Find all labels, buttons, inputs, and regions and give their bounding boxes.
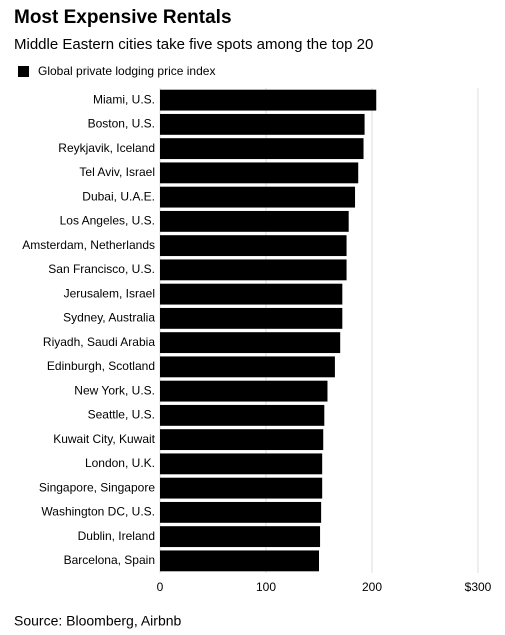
y-tick-label: Kuwait City, Kuwait	[53, 432, 155, 446]
bar	[160, 210, 349, 232]
y-tick-label: Barcelona, Spain	[64, 553, 155, 567]
y-tick-label: Los Angeles, U.S.	[60, 214, 155, 228]
x-tick-label: 100	[256, 580, 276, 594]
bar	[160, 113, 365, 135]
legend-swatch	[18, 66, 29, 77]
y-tick-label: Seattle, U.S.	[88, 408, 155, 422]
y-tick-label: Tel Aviv, Israel	[79, 165, 155, 179]
y-tick-label: Dubai, U.A.E.	[82, 189, 155, 203]
bar	[160, 501, 322, 523]
y-tick-label: Amsterdam, Netherlands	[22, 238, 155, 252]
y-tick-label: Washington DC, U.S.	[41, 505, 155, 519]
x-tick-label: 0	[157, 580, 164, 594]
y-tick-label: Dublin, Ireland	[78, 529, 155, 543]
y-tick-label: Sydney, Australia	[63, 311, 155, 325]
y-tick-label: Reykjavik, Iceland	[58, 141, 155, 155]
y-tick-label: Edinburgh, Scotland	[47, 359, 155, 373]
bar	[160, 526, 321, 548]
bar	[160, 283, 343, 305]
bar	[160, 429, 324, 451]
y-tick-label: Singapore, Singapore	[39, 480, 155, 494]
x-tick-label: $300	[465, 580, 492, 594]
y-tick-label: Riyadh, Saudi Arabia	[43, 335, 155, 349]
y-tick-label: Boston, U.S.	[88, 117, 155, 131]
bar	[160, 380, 328, 402]
y-tick-label: San Francisco, U.S.	[48, 262, 155, 276]
bar	[160, 404, 325, 426]
source: Source: Bloomberg, Airbnb	[14, 613, 182, 629]
bar	[160, 186, 356, 208]
bar	[160, 89, 377, 111]
bar	[160, 235, 347, 257]
bar	[160, 138, 364, 160]
bar	[160, 332, 341, 354]
bar	[160, 453, 323, 475]
bar	[160, 356, 335, 378]
chart-subtitle: Middle Eastern cities take five spots am…	[14, 36, 373, 53]
bar	[160, 162, 359, 184]
bar	[160, 307, 343, 329]
legend-label: Global private lodging price index	[38, 64, 215, 78]
bar	[160, 477, 323, 499]
bar	[160, 550, 319, 572]
y-tick-label: Jerusalem, Israel	[64, 286, 155, 300]
bar	[160, 259, 347, 281]
chart-title: Most Expensive Rentals	[14, 7, 232, 28]
y-tick-label: Miami, U.S.	[93, 92, 155, 106]
y-tick-label: London, U.K.	[85, 456, 155, 470]
x-tick-label: 200	[362, 580, 382, 594]
y-tick-label: New York, U.S.	[74, 383, 155, 397]
